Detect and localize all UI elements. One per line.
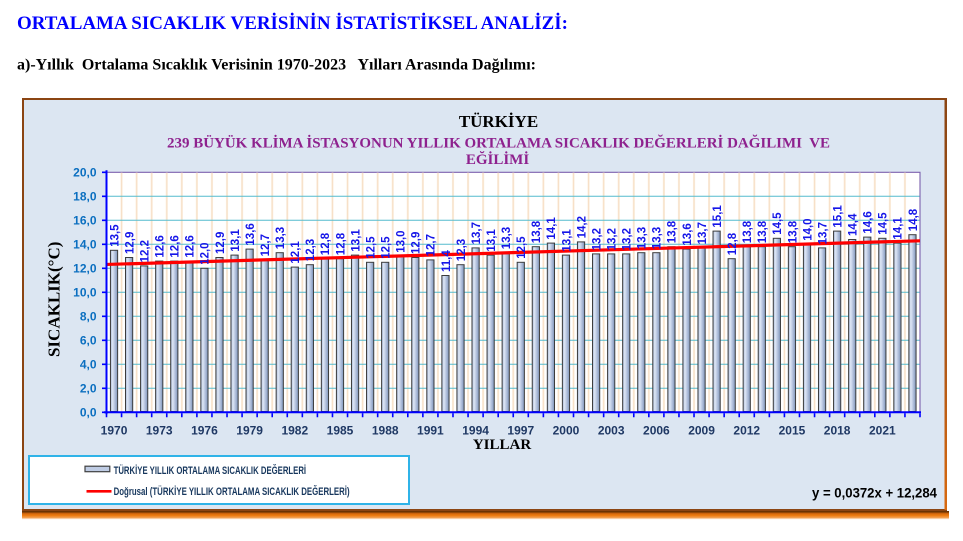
svg-text:13,8: 13,8 bbox=[757, 220, 769, 243]
svg-text:13,7: 13,7 bbox=[697, 222, 709, 244]
svg-text:13,1: 13,1 bbox=[486, 229, 498, 252]
svg-text:8,0: 8,0 bbox=[80, 310, 97, 324]
svg-text:ORTALAMA SICAKLIK VERİSİNİN İS: ORTALAMA SICAKLIK VERİSİNİN İSTATİSTİKSE… bbox=[17, 13, 568, 34]
svg-text:12,5: 12,5 bbox=[365, 236, 377, 259]
svg-text:2003: 2003 bbox=[598, 424, 625, 438]
svg-text:13,8: 13,8 bbox=[531, 220, 543, 243]
svg-text:12,8: 12,8 bbox=[727, 232, 739, 255]
svg-text:12,7: 12,7 bbox=[260, 234, 272, 256]
svg-text:13,6: 13,6 bbox=[245, 223, 257, 245]
svg-text:13,7: 13,7 bbox=[471, 222, 483, 244]
svg-text:1991: 1991 bbox=[417, 424, 444, 438]
svg-text:13,8: 13,8 bbox=[787, 220, 799, 243]
svg-text:12,3: 12,3 bbox=[305, 239, 317, 261]
svg-text:12,6: 12,6 bbox=[170, 235, 182, 257]
svg-text:12,9: 12,9 bbox=[124, 232, 136, 254]
svg-text:13,6: 13,6 bbox=[682, 223, 694, 245]
svg-text:13,8: 13,8 bbox=[742, 220, 754, 243]
svg-text:13,3: 13,3 bbox=[275, 227, 287, 249]
svg-text:0,0: 0,0 bbox=[80, 406, 97, 420]
svg-text:6,0: 6,0 bbox=[80, 334, 97, 348]
svg-text:13,2: 13,2 bbox=[606, 228, 618, 250]
svg-text:TÜRKİYE YILLIK ORTALAMA SICAKL: TÜRKİYE YILLIK ORTALAMA SICAKLIK DEĞERLE… bbox=[114, 464, 307, 477]
svg-text:15,1: 15,1 bbox=[832, 205, 844, 228]
svg-text:1979: 1979 bbox=[236, 424, 263, 438]
svg-text:13,3: 13,3 bbox=[652, 227, 664, 249]
svg-text:12,2: 12,2 bbox=[139, 240, 151, 262]
svg-text:2000: 2000 bbox=[553, 424, 580, 438]
svg-text:12,8: 12,8 bbox=[320, 232, 332, 255]
svg-text:12,1: 12,1 bbox=[290, 241, 302, 264]
svg-text:YILLAR: YILLAR bbox=[473, 437, 532, 453]
svg-text:1970: 1970 bbox=[101, 424, 128, 438]
svg-text:13,0: 13,0 bbox=[396, 230, 408, 252]
svg-text:14,5: 14,5 bbox=[772, 212, 784, 235]
svg-text:12,0: 12,0 bbox=[200, 242, 212, 264]
svg-text:13,1: 13,1 bbox=[561, 229, 573, 252]
svg-text:20,0: 20,0 bbox=[73, 166, 97, 180]
svg-text:13,7: 13,7 bbox=[817, 222, 829, 244]
svg-text:Doğrusal (TÜRKİYE YILLIK ORTAL: Doğrusal (TÜRKİYE YILLIK ORTALAMA SICAKL… bbox=[114, 485, 350, 498]
svg-text:SICAKLIK(°C): SICAKLIK(°C) bbox=[45, 242, 64, 357]
svg-text:14,1: 14,1 bbox=[893, 217, 905, 240]
svg-text:14,6: 14,6 bbox=[863, 211, 875, 233]
svg-text:1976: 1976 bbox=[191, 424, 218, 438]
svg-text:15,1: 15,1 bbox=[712, 205, 724, 228]
svg-text:13,3: 13,3 bbox=[501, 227, 513, 249]
svg-text:13,2: 13,2 bbox=[591, 228, 603, 250]
svg-text:14,1: 14,1 bbox=[546, 217, 558, 240]
svg-text:1988: 1988 bbox=[372, 424, 399, 438]
svg-text:12,6: 12,6 bbox=[185, 235, 197, 257]
svg-text:12,3: 12,3 bbox=[456, 239, 468, 261]
svg-text:13,3: 13,3 bbox=[637, 227, 649, 249]
svg-text:12,7: 12,7 bbox=[426, 234, 438, 256]
svg-text:y = 0,0372x + 12,284: y = 0,0372x + 12,284 bbox=[812, 486, 937, 501]
svg-text:12,9: 12,9 bbox=[411, 232, 423, 254]
svg-text:14,8: 14,8 bbox=[908, 208, 920, 231]
svg-text:1973: 1973 bbox=[146, 424, 173, 438]
svg-text:13,8: 13,8 bbox=[667, 220, 679, 243]
svg-text:13,1: 13,1 bbox=[350, 229, 362, 252]
svg-text:2018: 2018 bbox=[824, 424, 851, 438]
svg-text:1997: 1997 bbox=[507, 424, 534, 438]
svg-text:14,0: 14,0 bbox=[802, 218, 814, 240]
svg-text:13,1: 13,1 bbox=[230, 229, 242, 252]
svg-text:12,0: 12,0 bbox=[73, 262, 97, 276]
svg-text:16,0: 16,0 bbox=[73, 214, 97, 228]
svg-text:EĞİLİMİ: EĞİLİMİ bbox=[466, 151, 530, 168]
svg-text:14,2: 14,2 bbox=[576, 216, 588, 238]
svg-text:14,0: 14,0 bbox=[73, 238, 97, 252]
svg-text:18,0: 18,0 bbox=[73, 190, 97, 204]
svg-text:a)-Yıllık Ortalama Sıcaklık V: a)-Yıllık Ortalama Sıcaklık Verisinin 19… bbox=[17, 57, 536, 74]
svg-text:2012: 2012 bbox=[733, 424, 760, 438]
svg-text:1985: 1985 bbox=[327, 424, 354, 438]
svg-text:14,5: 14,5 bbox=[878, 212, 890, 235]
svg-text:1994: 1994 bbox=[462, 424, 489, 438]
svg-text:2021: 2021 bbox=[869, 424, 896, 438]
svg-text:12,8: 12,8 bbox=[335, 232, 347, 255]
svg-text:4,0: 4,0 bbox=[80, 358, 97, 372]
svg-text:10,0: 10,0 bbox=[73, 286, 97, 300]
svg-text:TÜRKİYE: TÜRKİYE bbox=[459, 112, 538, 131]
svg-text:2006: 2006 bbox=[643, 424, 670, 438]
svg-text:14,4: 14,4 bbox=[848, 213, 860, 236]
svg-text:12,9: 12,9 bbox=[215, 232, 227, 254]
svg-text:12,5: 12,5 bbox=[516, 236, 528, 259]
svg-text:2,0: 2,0 bbox=[80, 382, 97, 396]
svg-text:12,6: 12,6 bbox=[155, 235, 167, 257]
svg-text:1982: 1982 bbox=[281, 424, 308, 438]
svg-text:13,5: 13,5 bbox=[109, 224, 121, 247]
svg-text:12,5: 12,5 bbox=[381, 236, 393, 259]
svg-text:2009: 2009 bbox=[688, 424, 715, 438]
svg-text:13,2: 13,2 bbox=[622, 228, 634, 250]
svg-text:2015: 2015 bbox=[779, 424, 806, 438]
svg-text:11,4: 11,4 bbox=[441, 250, 453, 272]
svg-text:239 BÜYÜK KLİMA İSTASYONUN YIL: 239 BÜYÜK KLİMA İSTASYONUN YILLIK ORTALA… bbox=[167, 134, 830, 151]
